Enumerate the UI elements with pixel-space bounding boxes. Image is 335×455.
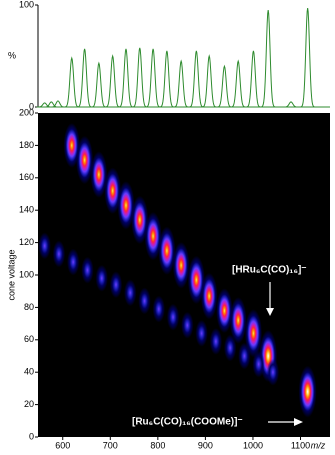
spot — [172, 241, 190, 289]
spot — [38, 232, 51, 260]
peak — [158, 50, 175, 108]
spot — [144, 211, 162, 261]
spot — [109, 271, 123, 299]
spot — [252, 350, 265, 378]
y-tick-label: 200 — [19, 107, 34, 117]
x-axis-label: m/z — [311, 440, 326, 450]
spot — [104, 167, 122, 215]
peak — [43, 101, 60, 108]
y-axis-label: cone voltage — [6, 249, 16, 300]
spot — [52, 240, 66, 268]
peak — [49, 100, 66, 108]
peak — [283, 101, 299, 108]
spot — [244, 309, 263, 358]
y-tick-label: 180 — [19, 140, 34, 150]
y-tick-label: 120 — [19, 237, 34, 247]
y-tick-label: 0 — [29, 431, 34, 441]
peak — [145, 48, 162, 108]
spot — [117, 181, 135, 230]
spot — [81, 256, 94, 284]
peak — [63, 56, 80, 108]
spot — [187, 255, 205, 305]
spot — [238, 342, 251, 370]
annotation: [Ru₆C(CO)₁₆(COOMe)]⁻ — [132, 417, 243, 428]
spot — [266, 358, 280, 386]
y-tick-label: 140 — [19, 205, 34, 215]
peak — [245, 50, 262, 108]
spot — [66, 248, 80, 276]
y-tick-label: 100 — [19, 0, 34, 9]
peak — [260, 10, 277, 108]
spot — [223, 334, 237, 362]
peak — [188, 50, 205, 108]
y-tick-label: 100 — [19, 269, 34, 279]
spot — [298, 365, 317, 418]
spot — [95, 264, 108, 292]
peak — [76, 48, 93, 108]
x-tick-label: 1000 — [243, 440, 263, 450]
spot — [131, 195, 149, 245]
peak — [104, 54, 121, 108]
spot — [138, 287, 151, 315]
spot — [152, 295, 165, 323]
arrow-head — [266, 308, 274, 316]
spot — [158, 226, 176, 275]
spot — [200, 272, 218, 320]
spot — [195, 319, 208, 347]
y-tick-label: 60 — [24, 334, 34, 344]
peak — [201, 54, 218, 108]
y-axis-label: % — [8, 50, 16, 60]
x-tick-label: 900 — [198, 440, 213, 450]
spot — [63, 122, 80, 168]
peak — [299, 7, 316, 108]
peak — [216, 64, 233, 108]
spot — [124, 279, 137, 307]
y-tick-label: 0 — [29, 101, 34, 111]
spot — [76, 135, 94, 185]
spot — [209, 328, 223, 355]
peak — [230, 59, 247, 108]
annotation: [HRu₆C(CO)₁₆]⁻ — [232, 265, 307, 276]
spot — [166, 303, 180, 331]
spot — [229, 297, 247, 344]
y-tick-label: 20 — [24, 399, 34, 409]
y-tick-label: 160 — [19, 172, 34, 182]
y-tick-label: 40 — [24, 367, 34, 377]
x-tick-label: 1100 — [291, 440, 310, 450]
peak — [117, 48, 134, 108]
peak — [173, 59, 190, 108]
spot — [216, 288, 233, 334]
x-tick-label: 700 — [103, 440, 118, 450]
spot — [181, 311, 194, 339]
arrow-head — [294, 418, 303, 426]
y-tick-label: 80 — [24, 302, 34, 312]
spot — [90, 151, 108, 198]
x-tick-label: 600 — [55, 440, 70, 450]
peak — [131, 47, 148, 108]
spots — [38, 122, 317, 418]
peak — [90, 61, 107, 108]
x-tick-label: 800 — [150, 440, 165, 450]
